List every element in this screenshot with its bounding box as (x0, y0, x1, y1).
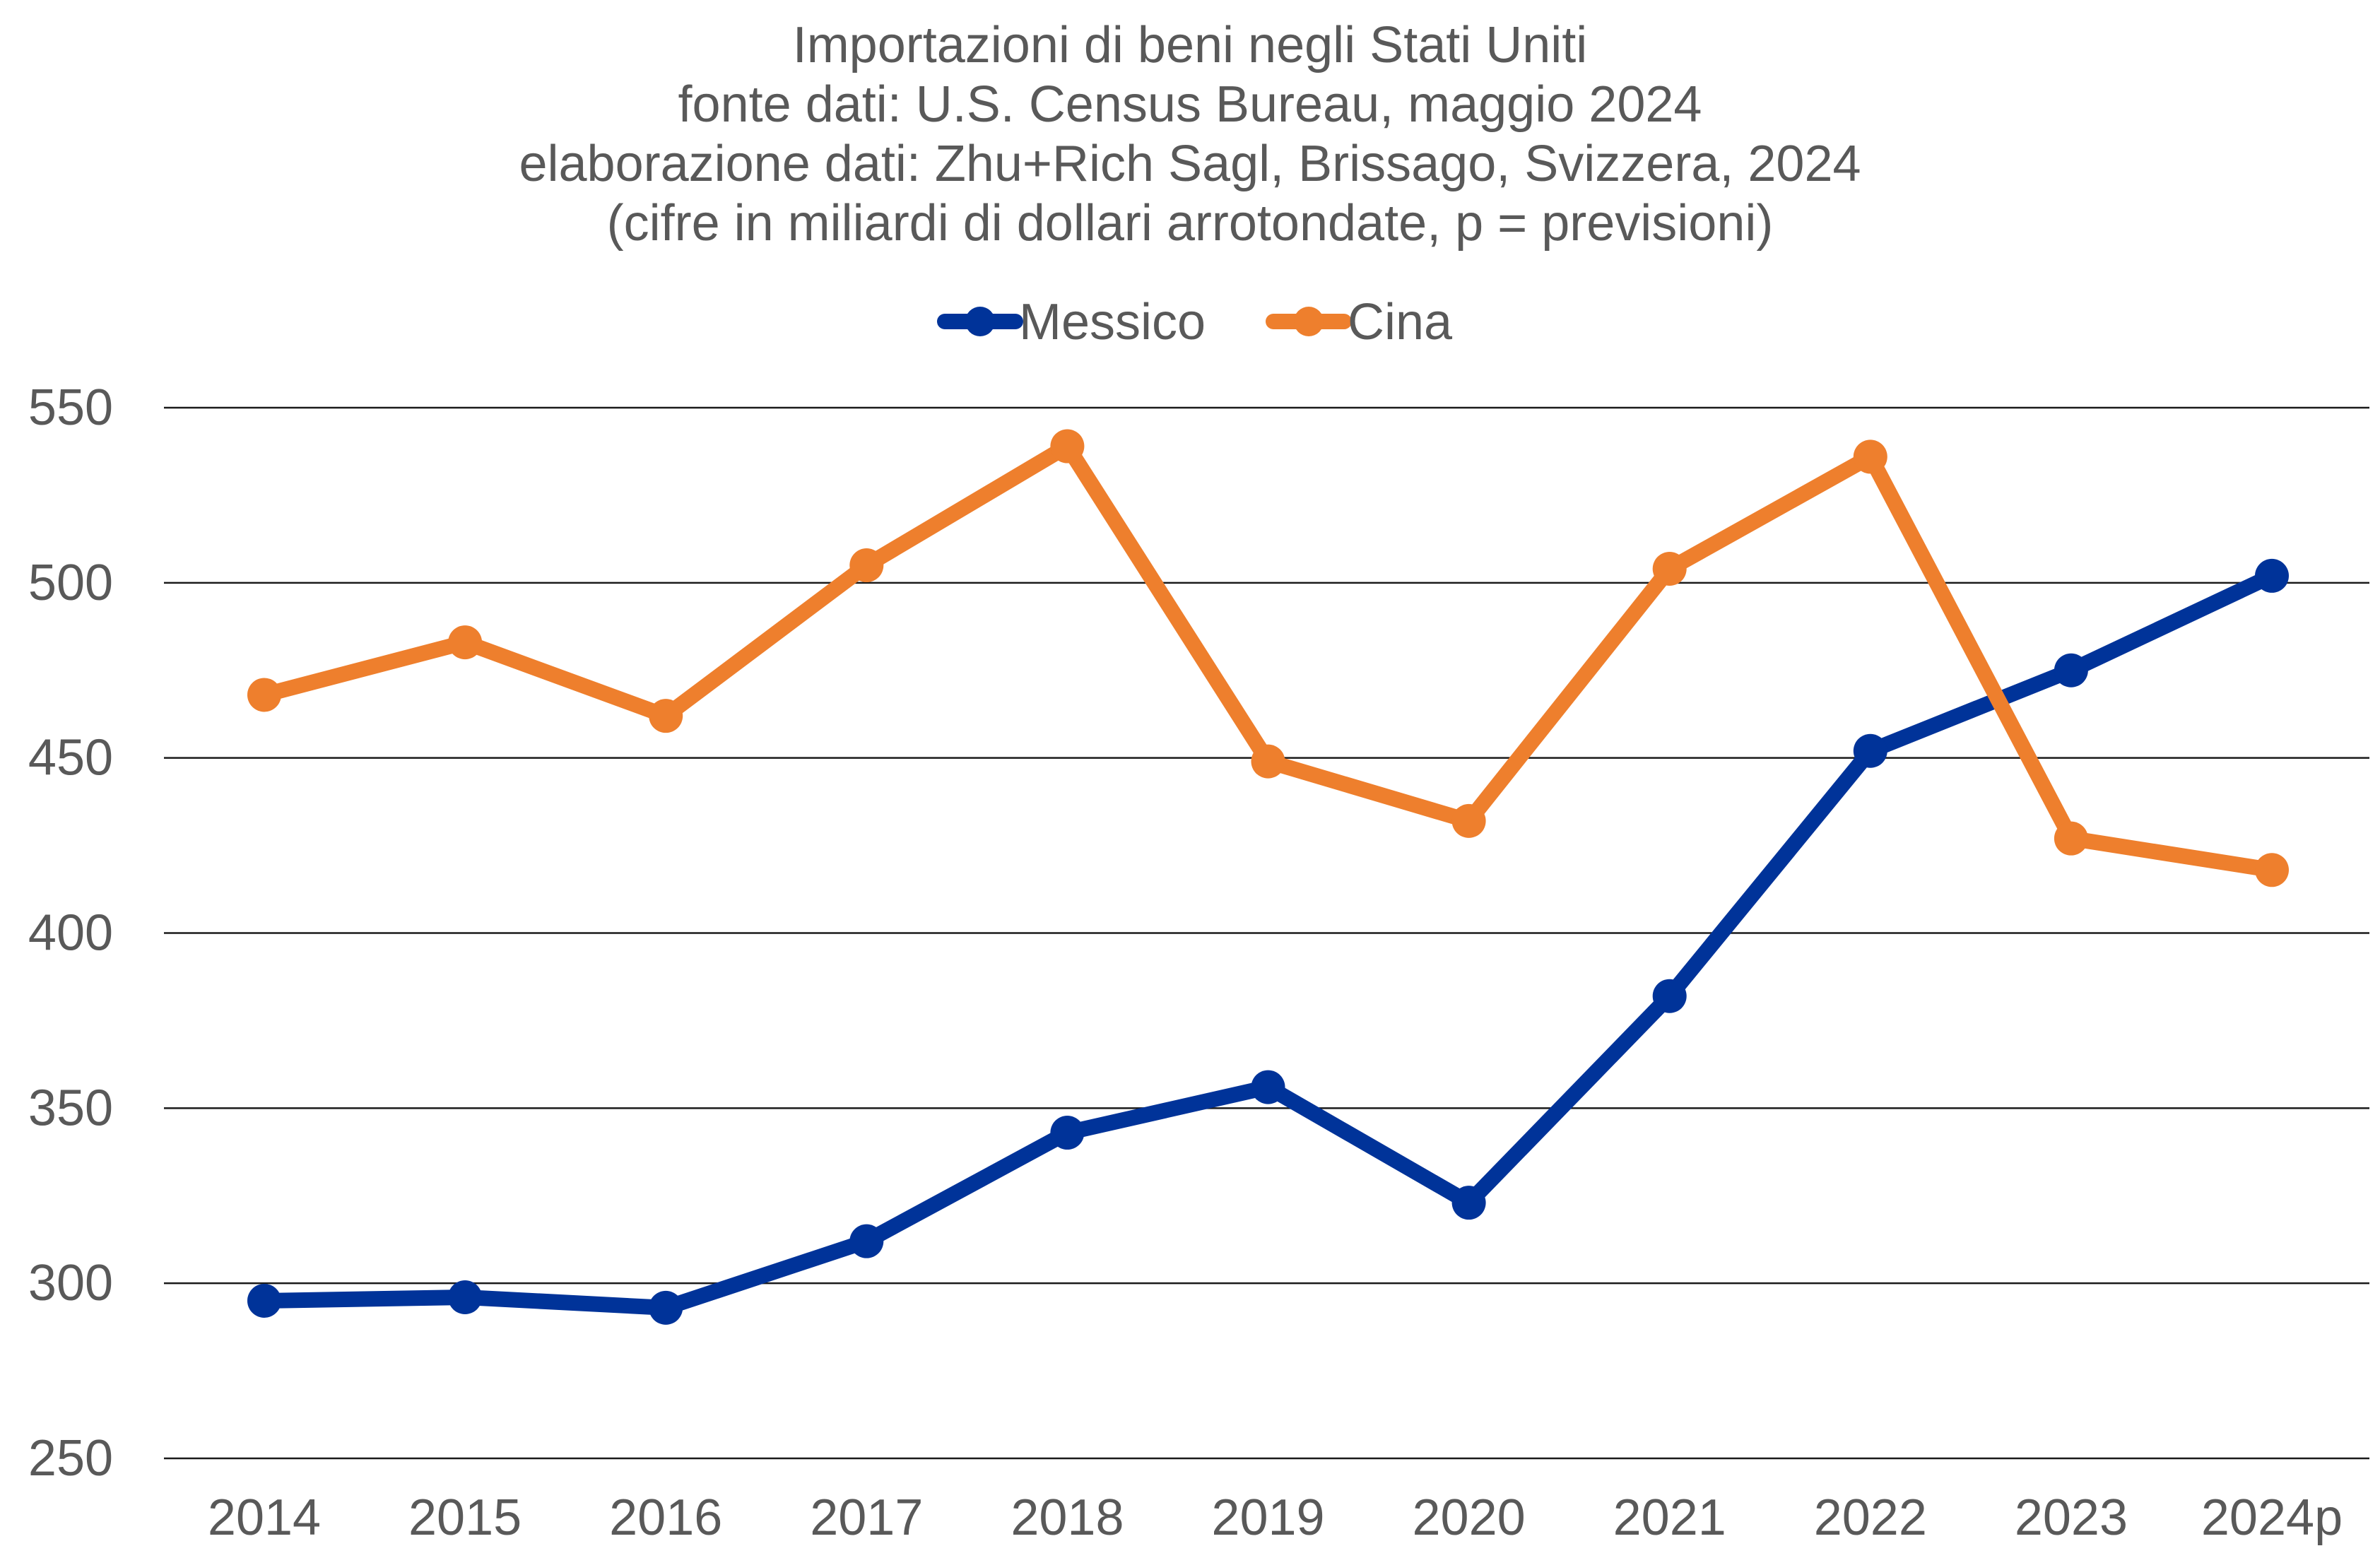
x-tick-label: 2016 (609, 1489, 722, 1546)
x-tick-label: 2017 (810, 1489, 923, 1546)
x-tick-label: 2018 (1011, 1489, 1124, 1546)
y-tick-label: 500 (28, 555, 113, 611)
y-tick-label: 450 (28, 730, 113, 786)
data-point (2255, 853, 2289, 887)
legend-swatch-marker (1294, 307, 1324, 336)
gridlines (164, 406, 2369, 1460)
x-tick-label: 2015 (408, 1489, 522, 1546)
y-tick-label: 250 (28, 1430, 113, 1487)
data-point (649, 699, 683, 733)
data-point (649, 1290, 683, 1325)
x-tick-label: 2019 (1211, 1489, 1324, 1546)
data-point (1451, 803, 1486, 838)
data-point (2054, 653, 2088, 687)
legend-item-messico: Messico (937, 294, 1206, 350)
data-point (2054, 821, 2088, 856)
data-point (849, 1224, 884, 1258)
data-point (247, 678, 281, 712)
x-tick-label: 2021 (1613, 1489, 1726, 1546)
y-tick-label: 550 (28, 379, 113, 436)
legend-swatch-marker (965, 307, 995, 336)
y-tick-label: 400 (28, 905, 113, 962)
series-cina (247, 429, 2289, 887)
data-point (2255, 558, 2289, 593)
chart-title-line: fonte dati: U.S. Census Bureau, maggio 2… (678, 76, 1702, 133)
legend-item-cina: Cina (1266, 294, 1453, 350)
data-point (1451, 1186, 1486, 1220)
series-line (257, 438, 2280, 878)
chart-title: Importazioni di beni negli Stati Unitifo… (519, 17, 1861, 252)
data-point (448, 1280, 483, 1314)
data-point (849, 548, 884, 583)
data-point (1050, 1116, 1085, 1150)
y-axis-ticks: 250 300 350 400 450 500 550 (28, 379, 113, 1487)
x-tick-label: 2020 (1413, 1489, 1526, 1546)
data-point (247, 1283, 281, 1318)
data-point (1251, 1070, 1285, 1104)
data-point (1652, 979, 1687, 1013)
y-tick-label: 300 (28, 1255, 113, 1311)
data-series (247, 429, 2289, 1325)
data-point (1652, 552, 1687, 586)
y-tick-label: 350 (28, 1080, 113, 1136)
legend-label: Messico (1019, 294, 1206, 350)
data-point (1853, 439, 1887, 474)
x-axis-ticks: 2014 2015 2016 2017 2018 2019 2020 2021 2022 2023… (208, 1489, 2343, 1546)
chart-legend: Messico Cina (937, 294, 1453, 350)
chart-title-line: (cifre in miliardi di dollari arrotondat… (607, 195, 1774, 252)
series-messico (247, 558, 2289, 1325)
x-tick-label: 2014 (208, 1489, 321, 1546)
data-point (1050, 429, 1085, 464)
data-point (1251, 744, 1285, 779)
data-point (1853, 733, 1887, 768)
data-point (448, 625, 483, 660)
legend-label: Cina (1348, 294, 1453, 350)
x-tick-label: 2023 (2015, 1489, 2128, 1546)
chart-title-line: Importazioni di beni negli Stati Uniti (793, 17, 1588, 73)
x-tick-label: 2022 (1814, 1489, 1927, 1546)
x-tick-label: 2024p (2201, 1489, 2343, 1546)
chart-title-line: elaborazione dati: Zhu+Rich Sagl, Brissa… (519, 136, 1861, 192)
